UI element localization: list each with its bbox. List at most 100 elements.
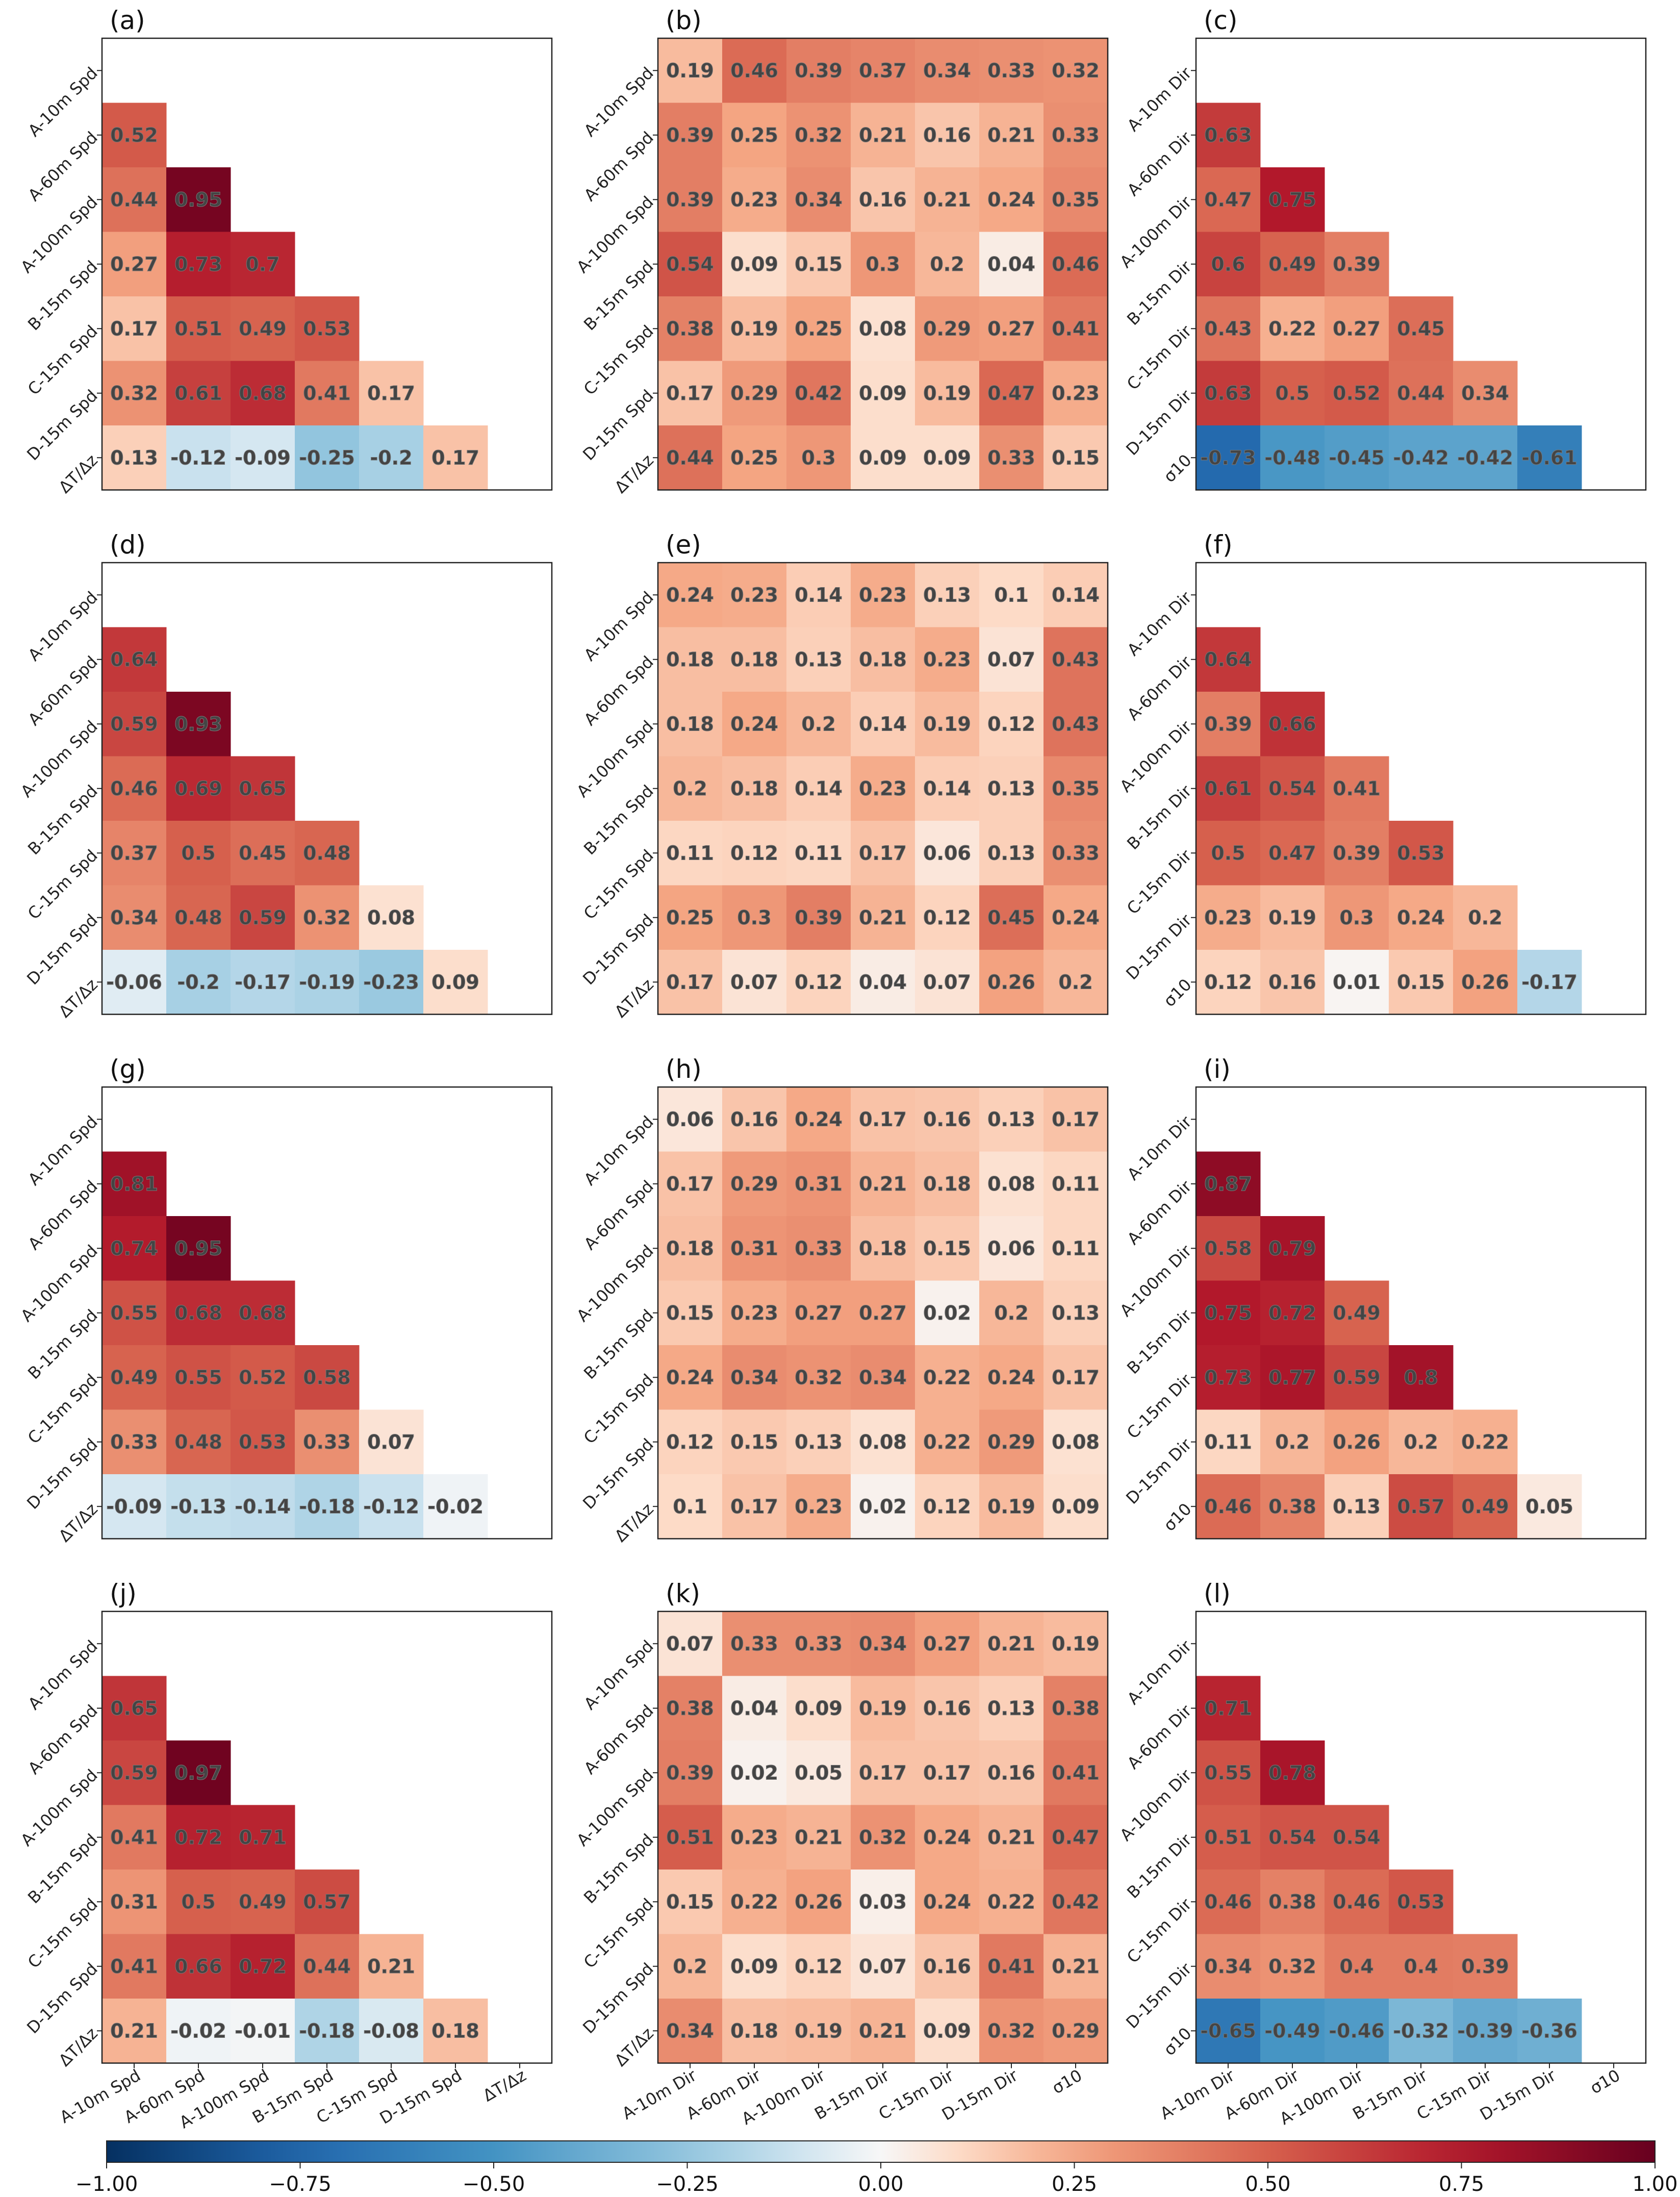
cell-value-label: 0.39 bbox=[1333, 842, 1381, 864]
cell-value-label: 0.58 bbox=[303, 1366, 351, 1388]
panel-e: 0.24 0.23 0.14 0.23 0.13 0.1 0.14 0.18 0.18 0.13 0… bbox=[573, 530, 1109, 1021]
cell-value-label: 0.15 bbox=[730, 1431, 778, 1453]
cell-value-label: 0.45 bbox=[239, 842, 287, 864]
heatmap-cell bbox=[786, 167, 851, 232]
cell-value-label: 0.04 bbox=[859, 971, 907, 993]
heatmap-cell bbox=[722, 232, 787, 297]
cell-value-label: -0.42 bbox=[1457, 446, 1513, 469]
heatmap-cell bbox=[658, 1151, 723, 1217]
panel-label: (i) bbox=[1204, 1054, 1231, 1084]
cell-value-label: 0.09 bbox=[730, 253, 778, 275]
heatmap-cell bbox=[722, 1280, 787, 1346]
heatmap-cell bbox=[786, 1216, 851, 1281]
cell-value-label: 0.17 bbox=[923, 1761, 971, 1784]
heatmap-cell bbox=[786, 361, 851, 426]
cell-value-label: 0.17 bbox=[859, 1108, 907, 1130]
cell-value-label: 0.38 bbox=[666, 1697, 714, 1720]
cell-value-label: 0.2 bbox=[673, 777, 707, 800]
cell-value-label: 0.09 bbox=[1052, 1495, 1100, 1518]
heatmap-cell bbox=[102, 1345, 167, 1410]
heatmap-cell bbox=[722, 425, 787, 490]
cell-value-label: 0.58 bbox=[1204, 1237, 1252, 1259]
cell-value-label: 0.19 bbox=[1052, 1632, 1100, 1655]
heatmap-cell bbox=[851, 1474, 915, 1539]
heatmap-cell bbox=[1196, 232, 1261, 297]
cell-value-label: 0.04 bbox=[730, 1697, 778, 1720]
heatmap-cell bbox=[658, 38, 723, 103]
cell-value-label: 0.74 bbox=[110, 1237, 158, 1259]
heatmap-cell bbox=[722, 1087, 787, 1152]
cell-value-label: 0.52 bbox=[1333, 382, 1381, 405]
cell-value-label: 0.01 bbox=[1333, 971, 1381, 993]
y-tick-label: C-15m Spd bbox=[580, 846, 657, 923]
heatmap-cell bbox=[979, 950, 1044, 1015]
heatmap-cell bbox=[1325, 1870, 1389, 1934]
cell-value-label: 0.11 bbox=[666, 842, 714, 864]
panel-label: (a) bbox=[110, 6, 145, 35]
heatmap-cell bbox=[231, 885, 295, 950]
cell-value-label: 0.68 bbox=[239, 382, 287, 405]
cell-value-label: 0.02 bbox=[923, 1302, 971, 1324]
heatmap-cell bbox=[851, 425, 915, 490]
heatmap-cell bbox=[166, 425, 231, 490]
cell-value-label: 0.11 bbox=[795, 842, 843, 864]
heatmap-cell bbox=[851, 1805, 915, 1870]
heatmap-cell bbox=[1325, 1934, 1389, 1999]
y-tick-label: C-15m Spd bbox=[580, 1370, 657, 1448]
cell-value-label: 0.17 bbox=[110, 317, 158, 340]
heatmap-cell bbox=[359, 425, 424, 490]
heatmap-cell bbox=[658, 1280, 723, 1346]
heatmap-cell bbox=[851, 1409, 915, 1475]
cell-value-label: 0.21 bbox=[987, 1826, 1035, 1849]
heatmap-cell bbox=[851, 167, 915, 232]
heatmap-cell bbox=[1453, 1999, 1518, 2063]
y-tick-label: A-60m Spd bbox=[24, 128, 101, 205]
heatmap-cell bbox=[851, 361, 915, 426]
heatmap-cell bbox=[102, 950, 167, 1015]
heatmap-cell bbox=[1325, 1409, 1389, 1475]
cell-value-label: 0.31 bbox=[795, 1173, 843, 1195]
cell-value-label: 0.34 bbox=[110, 906, 158, 929]
cell-value-label: 0.42 bbox=[1052, 1890, 1100, 1913]
heatmap-cell bbox=[979, 1216, 1044, 1281]
y-tick-label: ΔT/Δz bbox=[611, 450, 657, 497]
cell-value-label: 0.22 bbox=[730, 1890, 778, 1913]
cell-value-label: 0.54 bbox=[1333, 1826, 1381, 1849]
heatmap-cell bbox=[786, 1611, 851, 1676]
x-tick-label: σ10 bbox=[1049, 2065, 1085, 2098]
heatmap-cell bbox=[1260, 885, 1325, 950]
cell-value-label: 0.08 bbox=[1052, 1431, 1100, 1453]
heatmap-cell bbox=[979, 1676, 1044, 1741]
heatmap-cell bbox=[786, 1409, 851, 1475]
cell-value-label: -0.06 bbox=[106, 971, 162, 993]
y-tick-label: ΔT/Δz bbox=[55, 450, 101, 497]
cell-value-label: 0.1 bbox=[994, 584, 1028, 606]
cell-value-label: 0.16 bbox=[859, 188, 907, 211]
y-tick-label: A-10m Spd bbox=[24, 1112, 101, 1189]
cell-value-label: 0.24 bbox=[795, 1108, 843, 1130]
cell-value-label: 0.34 bbox=[795, 188, 843, 211]
cell-value-label: 0.48 bbox=[174, 906, 222, 929]
cell-value-label: 0.33 bbox=[303, 1431, 351, 1453]
heatmap-cell bbox=[979, 296, 1044, 361]
heatmap-cell bbox=[722, 103, 787, 168]
cell-value-label: 0.17 bbox=[1052, 1366, 1100, 1388]
cell-value-label: 0.19 bbox=[923, 713, 971, 735]
heatmap-cell bbox=[1196, 1805, 1261, 1870]
cell-value-label: -0.18 bbox=[299, 1495, 355, 1518]
panel-label: (k) bbox=[666, 1579, 700, 1608]
heatmap-cell bbox=[1196, 1934, 1261, 1999]
cell-value-label: 0.19 bbox=[987, 1495, 1035, 1518]
heatmap-cell bbox=[1260, 361, 1325, 426]
cell-value-label: 0.23 bbox=[923, 648, 971, 671]
cell-value-label: 0.14 bbox=[923, 777, 971, 800]
heatmap-cell bbox=[658, 232, 723, 297]
heatmap-cell bbox=[166, 232, 231, 297]
cell-value-label: 0.15 bbox=[923, 1237, 971, 1259]
cell-value-label: 0.43 bbox=[1052, 648, 1100, 671]
cell-value-label: 0.46 bbox=[110, 777, 158, 800]
cell-value-label: 0.32 bbox=[987, 2019, 1035, 2042]
cell-value-label: 0.77 bbox=[1268, 1366, 1316, 1388]
heatmap-cell bbox=[102, 232, 167, 297]
cell-value-label: 0.23 bbox=[795, 1495, 843, 1518]
